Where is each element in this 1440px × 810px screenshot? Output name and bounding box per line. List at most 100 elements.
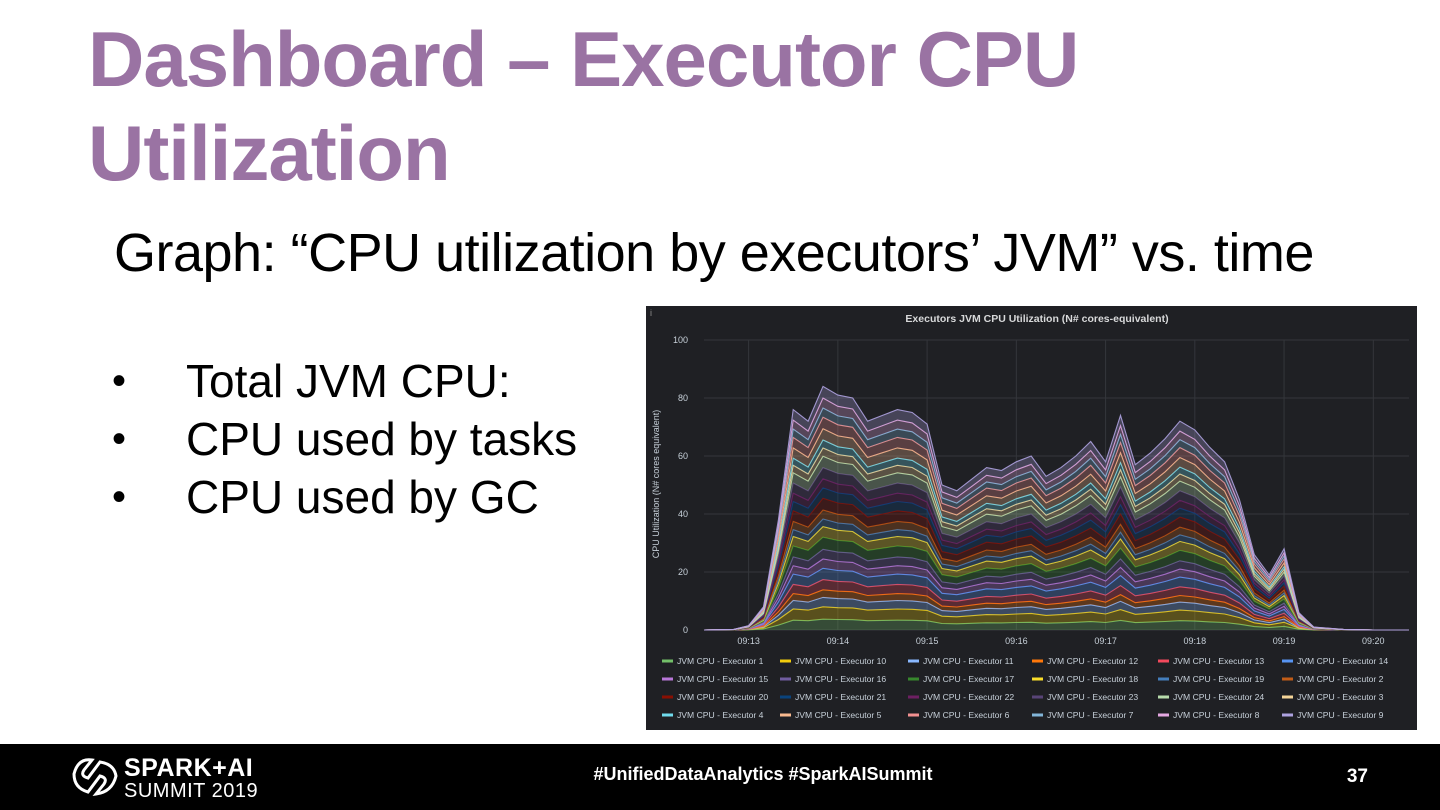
legend-label: JVM CPU - Executor 24: [1173, 692, 1264, 702]
series-line: [703, 606, 1409, 631]
bullet-list: • Total JVM CPU: • CPU used by tasks • CPU …: [112, 352, 577, 526]
dashboard-panel[interactable]: i Executors JVM CPU Utilization (N# core…: [646, 306, 1417, 730]
series-line: [703, 497, 1409, 631]
chart-title[interactable]: Executors JVM CPU Utilization (N# cores-…: [905, 313, 1168, 325]
series-line: [703, 525, 1409, 631]
series-line: [703, 455, 1409, 631]
series-line: [703, 536, 1409, 631]
series-line: [703, 509, 1409, 631]
x-tick-label: 09:17: [1094, 636, 1117, 646]
chart-legend: JVM CPU - Executor 1 JVM CPU - Executor 1…: [662, 656, 1388, 720]
bullet-item: • CPU used by tasks: [112, 410, 577, 468]
legend-label: JVM CPU - Executor 13: [1173, 656, 1264, 666]
legend-item: JVM CPU - Executor 19: [1158, 674, 1264, 684]
y-tick-label: 80: [678, 393, 688, 403]
legend-item: JVM CPU - Executor 5: [780, 710, 882, 720]
y-tick-label: 60: [678, 451, 688, 461]
legend-label: JVM CPU - Executor 6: [923, 710, 1010, 720]
x-axis-ticks: 09:13 09:14 09:15 09:16 09:17 09:18 09:19 09:20: [737, 636, 1384, 646]
series-area: [704, 568, 1409, 630]
stacked-areas: [703, 385, 1409, 631]
legend-item: JVM CPU - Executor 18: [1032, 674, 1138, 684]
legend-item: JVM CPU - Executor 14: [1282, 656, 1388, 666]
legend-item: JVM CPU - Executor 13: [1158, 656, 1264, 666]
legend-item: JVM CPU - Executor 4: [662, 710, 764, 720]
bullet-text: Total JVM CPU:: [186, 355, 511, 407]
bullet-dot-icon: •: [112, 475, 127, 519]
page-number: 37: [1346, 766, 1368, 787]
legend-label: JVM CPU - Executor 9: [1297, 710, 1384, 720]
legend-label: JVM CPU - Executor 15: [677, 674, 768, 684]
series-line: [703, 416, 1409, 631]
legend-label: JVM CPU - Executor 17: [923, 674, 1014, 684]
x-tick-label: 09:18: [1184, 636, 1207, 646]
series-line: [703, 518, 1409, 631]
series-line: [703, 579, 1409, 631]
legend-label: JVM CPU - Executor 19: [1173, 674, 1264, 684]
x-tick-label: 09:19: [1273, 636, 1296, 646]
series-line: [703, 548, 1409, 631]
legend-item: JVM CPU - Executor 15: [662, 674, 768, 684]
x-tick-label: 09:14: [827, 636, 850, 646]
series-line: [703, 467, 1409, 631]
legend-label: JVM CPU - Executor 7: [1047, 710, 1134, 720]
legend-item: JVM CPU - Executor 7: [1032, 710, 1134, 720]
series-line: [704, 618, 1409, 631]
chart-svg: i Executors JVM CPU Utilization (N# core…: [650, 308, 1409, 720]
series-line: [703, 558, 1409, 631]
footer-bar: SPARK+AI SUMMIT 2019 #UnifiedDataAnalyti…: [0, 744, 1440, 810]
series-line: [703, 385, 1409, 631]
series-line: [703, 487, 1409, 631]
legend-item: JVM CPU - Executor 12: [1032, 656, 1138, 666]
y-tick-label: 0: [683, 625, 688, 635]
legend-label: JVM CPU - Executor 14: [1297, 656, 1388, 666]
y-tick-label: 20: [678, 567, 688, 577]
series-line: [703, 397, 1409, 631]
bullet-text: CPU used by tasks: [186, 413, 578, 465]
legend-item: JVM CPU - Executor 9: [1282, 710, 1384, 720]
legend-label: JVM CPU - Executor 10: [795, 656, 886, 666]
series-line: [703, 478, 1409, 631]
legend-label: JVM CPU - Executor 18: [1047, 674, 1138, 684]
legend-label: JVM CPU - Executor 20: [677, 692, 768, 702]
logo-text-spark-ai: SPARK+AI: [124, 754, 254, 782]
series-area: [704, 589, 1409, 630]
series-line: [703, 407, 1409, 631]
x-tick-label: 09:16: [1005, 636, 1028, 646]
bullet-text: CPU used by GC: [186, 471, 539, 523]
spark-logo-icon: [72, 758, 118, 796]
legend-item: JVM CPU - Executor 11: [908, 656, 1014, 666]
series-area: [704, 579, 1409, 630]
y-axis-ticks: 0 20 40 60 80 100: [673, 335, 688, 635]
legend-label: JVM CPU - Executor 1: [677, 656, 764, 666]
legend-item: JVM CPU - Executor 24: [1158, 692, 1264, 702]
y-tick-label: 40: [678, 509, 688, 519]
legend-item: JVM CPU - Executor 22: [908, 692, 1014, 702]
series-line: [703, 596, 1409, 631]
legend-label: JVM CPU - Executor 22: [923, 692, 1014, 702]
x-tick-label: 09:15: [916, 636, 939, 646]
legend-label: JVM CPU - Executor 4: [677, 710, 764, 720]
legend-label: JVM CPU - Executor 21: [795, 692, 886, 702]
panel-info-icon[interactable]: i: [650, 308, 652, 318]
series-area: [704, 606, 1409, 630]
chart-y-axis-label: CPU Utilization (N# cores equivalent): [651, 410, 661, 559]
series-area: [704, 619, 1409, 630]
bullet-dot-icon: •: [112, 359, 127, 403]
slide-title: Dashboard – Executor CPU Utilization: [88, 15, 1079, 197]
logo-text-summit: SUMMIT 2019: [124, 780, 259, 802]
legend-item: JVM CPU - Executor 16: [780, 674, 886, 684]
legend-item: JVM CPU - Executor 17: [908, 674, 1014, 684]
legend-item: JVM CPU - Executor 23: [1032, 692, 1138, 702]
legend-item: JVM CPU - Executor 20: [662, 692, 768, 702]
series-line: [703, 447, 1409, 631]
spark-ai-summit-logo: SPARK+AI SUMMIT 2019: [70, 754, 258, 803]
legend-label: JVM CPU - Executor 23: [1047, 692, 1138, 702]
legend-item: JVM CPU - Executor 3: [1282, 692, 1384, 702]
legend-item: JVM CPU - Executor 10: [780, 656, 886, 666]
legend-item: JVM CPU - Executor 2: [1282, 674, 1384, 684]
slide-subtitle: Graph: “CPU utilization by executors’ JV…: [114, 223, 1314, 283]
y-tick-label: 100: [673, 335, 688, 345]
legend-label: JVM CPU - Executor 2: [1297, 674, 1384, 684]
legend-label: JVM CPU - Executor 3: [1297, 692, 1384, 702]
